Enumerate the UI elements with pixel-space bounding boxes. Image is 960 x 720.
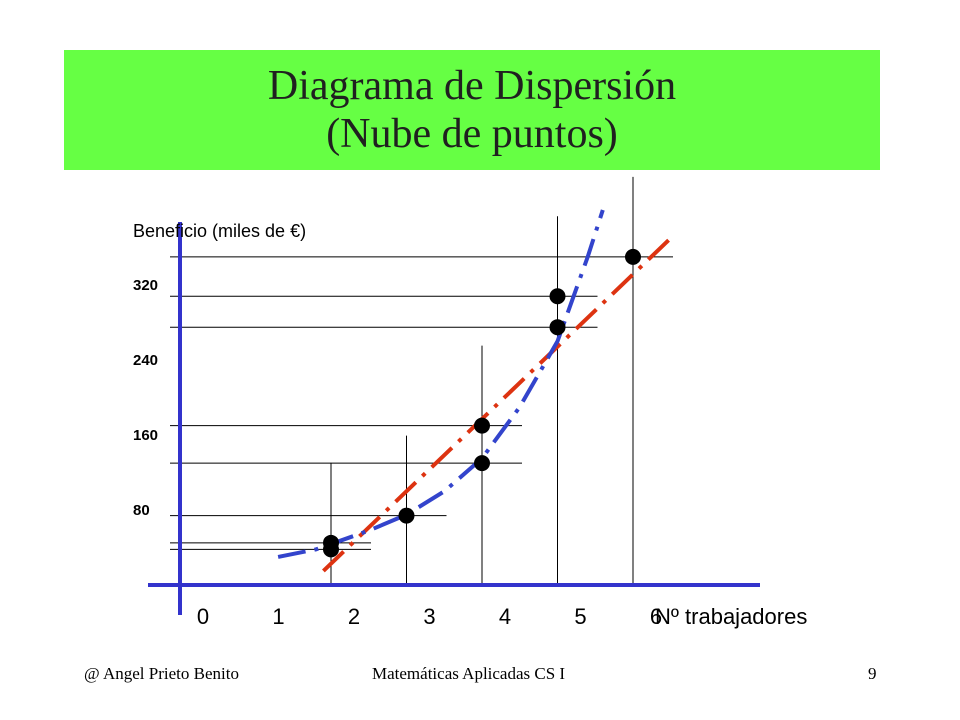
axis-labels: 80 160 240 320 0 1 2 3 4 5 6Nº trabajadores Benefic…	[133, 221, 807, 629]
x-tick-label-4: 4	[499, 604, 511, 629]
data-point-1	[323, 534, 339, 551]
y-axis-title: Beneficio (miles de €)	[133, 221, 306, 241]
x-tick-label-6: 6	[650, 604, 662, 629]
trend-line-0	[322, 236, 673, 573]
y-tick-label-2: 240	[133, 352, 158, 369]
slide-title-line2: (Nube de puntos)	[326, 111, 618, 157]
y-tick-label-1: 160	[133, 427, 158, 444]
x-tick-label-3: 3	[423, 604, 435, 629]
y-tick-label-0: 80	[133, 502, 150, 519]
x-axis-title: Nº trabajadores	[655, 604, 807, 629]
trend-line-1	[277, 209, 605, 559]
footer-author: @ Angel Prieto Benito	[84, 664, 239, 683]
x-tick-label-5: 5	[574, 604, 586, 629]
y-tick-label-3: 320	[133, 277, 158, 294]
x-tick-label-1: 1	[272, 604, 284, 629]
x-tick-label-0: 0	[197, 604, 209, 629]
data-point-3	[474, 455, 490, 472]
data-points	[323, 248, 641, 558]
data-point-4	[474, 417, 490, 434]
title-box: Diagrama de Dispersión (Nube de puntos)	[64, 50, 880, 170]
footer-course: Matemáticas Aplicadas CS I	[372, 664, 566, 683]
data-point-5	[549, 319, 566, 336]
data-point-7	[625, 248, 641, 265]
data-point-6	[549, 288, 566, 305]
trend-lines	[277, 209, 673, 573]
footer-page-number: 9	[868, 664, 877, 683]
x-tick-label-2: 2	[348, 604, 360, 629]
data-point-2	[398, 507, 415, 524]
slide-title-line1: Diagrama de Dispersión	[267, 63, 677, 109]
axes	[148, 222, 760, 615]
